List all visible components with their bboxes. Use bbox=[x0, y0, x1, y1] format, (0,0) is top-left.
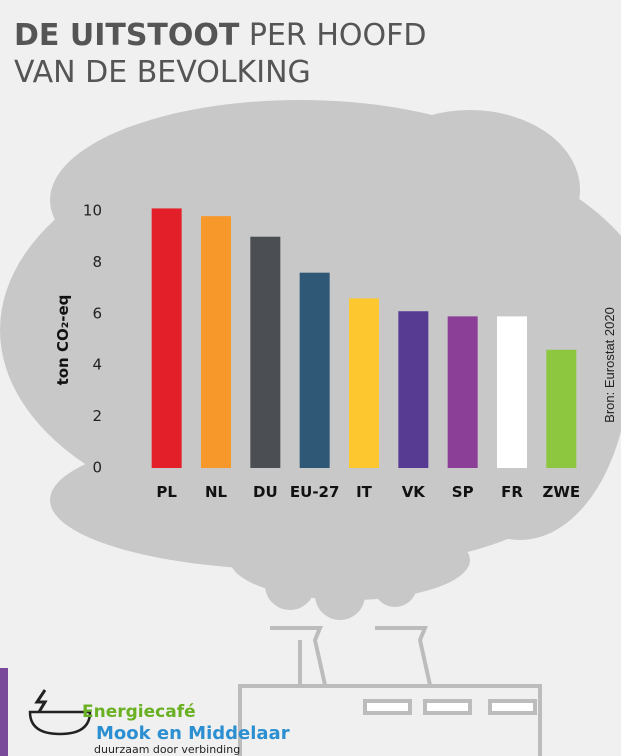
y-tick-label: 6 bbox=[92, 304, 102, 322]
x-tick-label: VK bbox=[402, 483, 427, 501]
logo-place: Mook en Middelaar bbox=[96, 723, 290, 744]
x-tick-label: DU bbox=[253, 483, 278, 501]
subtitle: PER HOOFD VAN DE BEVOLKING bbox=[14, 18, 426, 90]
source: Bron: Eurostat 2020 bbox=[602, 307, 617, 423]
bar bbox=[447, 316, 478, 468]
x-tick-label: ZWE bbox=[542, 483, 580, 501]
bar bbox=[398, 311, 429, 468]
title: DE UITSTOOT bbox=[14, 18, 240, 53]
bar bbox=[546, 349, 577, 468]
factory bbox=[238, 626, 542, 756]
y-tick-label: 4 bbox=[92, 356, 102, 374]
side-bar bbox=[0, 668, 8, 756]
y-tick-label: 8 bbox=[92, 253, 102, 271]
y-tick-label: 2 bbox=[92, 407, 102, 425]
logo: Energiecafé Mook en Middelaar duurzaam d… bbox=[28, 689, 290, 756]
logo-tagline: duurzaam door verbinding bbox=[94, 743, 240, 756]
logo-name: Energiecafé bbox=[82, 702, 196, 722]
bar bbox=[151, 208, 182, 468]
bar bbox=[250, 236, 281, 468]
bar bbox=[349, 298, 379, 468]
bar bbox=[497, 316, 527, 468]
title-bold: DE UITSTOOT bbox=[14, 18, 240, 53]
x-tick-label: SP bbox=[452, 483, 474, 501]
x-tick-label: EU-27 bbox=[290, 483, 340, 501]
bar bbox=[299, 272, 330, 468]
x-tick-label: FR bbox=[501, 483, 523, 501]
x-tick-label: NL bbox=[205, 483, 228, 501]
x-tick-label: PL bbox=[156, 483, 177, 501]
y-tick-label: 10 bbox=[83, 202, 102, 220]
bar bbox=[201, 216, 231, 468]
x-tick-label: IT bbox=[356, 483, 373, 501]
y-tick-label: 0 bbox=[92, 459, 102, 477]
y-axis-label: ton CO₂-eq bbox=[54, 295, 72, 386]
